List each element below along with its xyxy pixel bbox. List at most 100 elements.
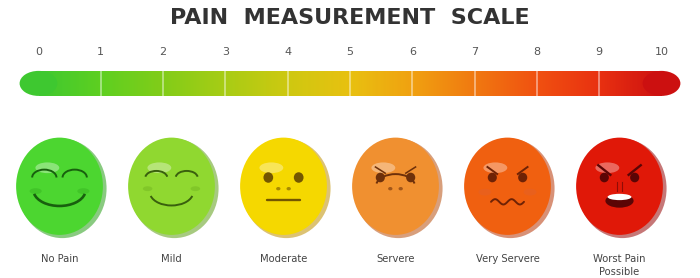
Bar [196, 71, 198, 96]
Bar [538, 71, 540, 96]
Bar [251, 71, 253, 96]
Bar [148, 71, 150, 96]
Bar [87, 71, 89, 96]
Bar [467, 71, 469, 96]
Bar [327, 71, 329, 96]
Bar [101, 71, 103, 96]
Bar [281, 71, 284, 96]
Bar [557, 71, 559, 96]
Text: Servere: Servere [376, 254, 414, 264]
Bar [386, 71, 388, 96]
Bar [439, 71, 441, 96]
Bar [204, 71, 206, 96]
Bar [353, 71, 356, 96]
Bar [311, 71, 314, 96]
Bar [261, 71, 263, 96]
Bar [220, 71, 223, 96]
Bar [50, 71, 52, 96]
Bar [248, 71, 251, 96]
Bar [135, 71, 137, 96]
Bar [300, 71, 302, 96]
Bar [629, 71, 631, 96]
Bar [417, 71, 419, 96]
Bar [260, 71, 262, 96]
Bar [456, 71, 458, 96]
Text: Mild: Mild [161, 254, 182, 264]
Bar [168, 71, 170, 96]
Bar [160, 71, 162, 96]
Bar [480, 71, 482, 96]
Ellipse shape [260, 162, 284, 173]
Bar [401, 71, 404, 96]
Bar [339, 71, 342, 96]
Text: 2: 2 [160, 47, 167, 57]
Bar [370, 71, 372, 96]
Bar [70, 71, 72, 96]
Ellipse shape [524, 189, 537, 195]
Bar [294, 71, 296, 96]
Bar [59, 71, 61, 96]
Bar [279, 71, 281, 96]
Bar [484, 71, 486, 96]
Bar [546, 71, 549, 96]
Bar [194, 71, 197, 96]
Ellipse shape [484, 162, 508, 173]
Bar [487, 71, 489, 96]
Bar [183, 71, 186, 96]
Bar [542, 71, 544, 96]
Bar [295, 71, 298, 96]
Bar [381, 71, 384, 96]
Bar [230, 71, 232, 96]
Bar [116, 71, 118, 96]
Bar [508, 71, 510, 96]
Bar [512, 71, 514, 96]
Bar [172, 71, 175, 96]
Ellipse shape [242, 139, 330, 238]
Bar [297, 71, 300, 96]
Bar [209, 71, 211, 96]
Bar [496, 71, 498, 96]
Ellipse shape [263, 172, 273, 183]
Bar [94, 71, 97, 96]
Ellipse shape [376, 173, 385, 182]
Bar [157, 71, 159, 96]
Bar [252, 71, 254, 96]
Bar [475, 71, 477, 96]
Bar [515, 71, 517, 96]
Bar [420, 71, 422, 96]
Bar [328, 71, 330, 96]
Bar [652, 71, 655, 96]
Bar [290, 71, 293, 96]
Bar [309, 71, 312, 96]
Bar [458, 71, 460, 96]
Ellipse shape [286, 187, 291, 190]
Bar [65, 71, 67, 96]
Bar [186, 71, 189, 96]
Ellipse shape [596, 162, 620, 173]
Bar [631, 71, 633, 96]
Ellipse shape [630, 173, 639, 182]
Bar [442, 71, 444, 96]
Bar [433, 71, 435, 96]
Bar [585, 71, 587, 96]
Bar [199, 71, 201, 96]
Bar [364, 71, 366, 96]
Bar [38, 71, 41, 96]
Bar [534, 71, 536, 96]
Bar [407, 71, 410, 96]
Bar [634, 71, 636, 96]
Bar [522, 71, 524, 96]
Ellipse shape [276, 187, 281, 190]
Bar [307, 71, 309, 96]
Ellipse shape [600, 173, 609, 182]
Bar [593, 71, 595, 96]
Bar [468, 71, 470, 96]
Bar [599, 71, 601, 96]
Text: PAIN  MEASUREMENT  SCALE: PAIN MEASUREMENT SCALE [170, 8, 530, 28]
Bar [322, 71, 324, 96]
Bar [387, 71, 390, 96]
Bar [452, 71, 454, 96]
Bar [490, 71, 492, 96]
Bar [613, 71, 615, 96]
Bar [620, 71, 622, 96]
